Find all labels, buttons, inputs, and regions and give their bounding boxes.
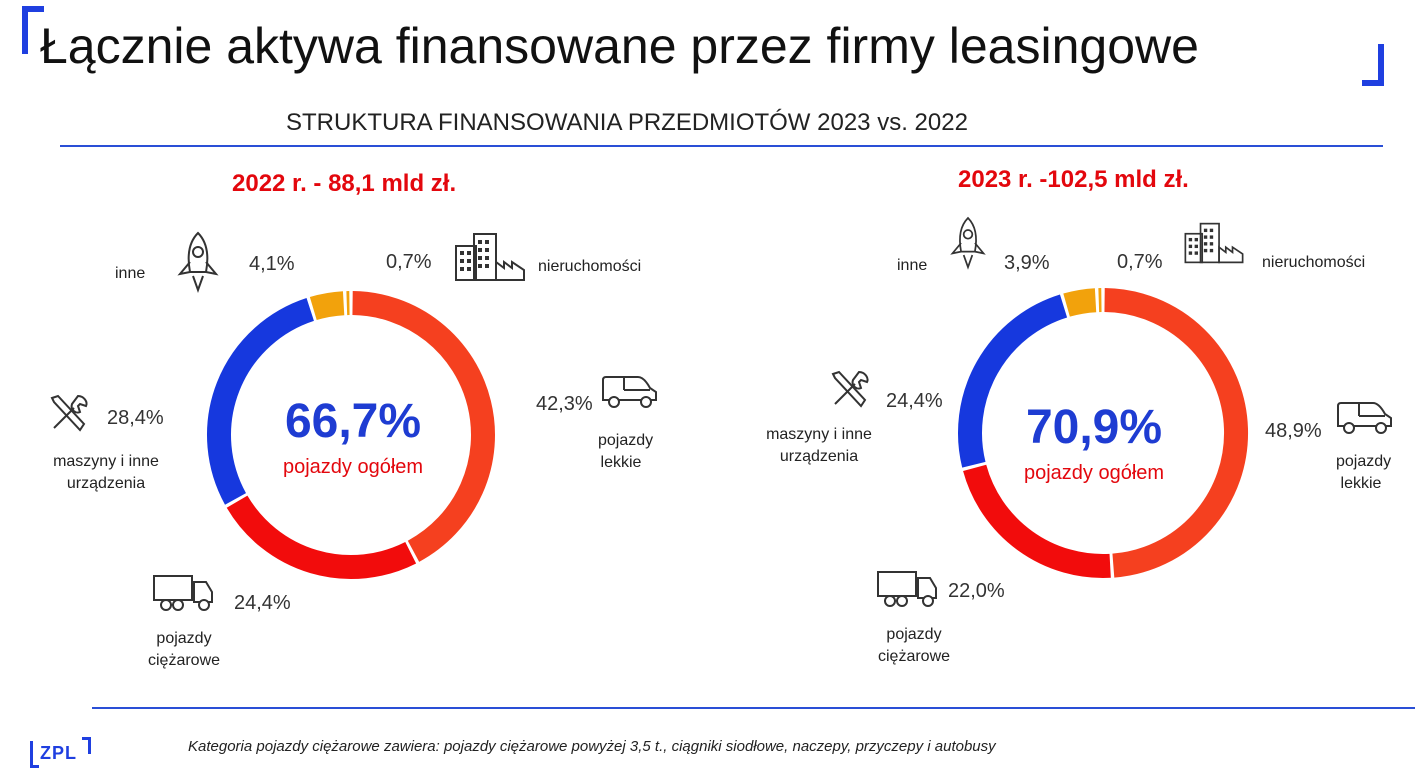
zpl-logo: ZPL: [30, 737, 94, 769]
title-bracket-left: [22, 6, 44, 54]
label-nieruchomosci-2022: nieruchomości: [538, 258, 642, 275]
label-nieruchomosci-2023: nieruchomości: [1262, 254, 1366, 271]
truck-icon: [877, 571, 937, 607]
pct-inne-2022: 4,1%: [249, 253, 295, 275]
center-label-2022: pojazdy ogółem: [282, 456, 424, 478]
center-label-2023: pojazdy ogółem: [1023, 462, 1165, 484]
segment-pojazdy-ciezarowe: [963, 464, 1111, 578]
pct-lekkie-2022: 42,3%: [536, 393, 593, 415]
car-icon: [602, 376, 657, 408]
logo-text: ZPL: [40, 743, 77, 763]
pct-nieruchomosci-2022: 0,7%: [386, 251, 432, 273]
label-lekkie-line1: pojazdy: [1336, 453, 1392, 470]
label-lekkie-line2: lekkie: [1340, 475, 1382, 492]
segment-inne: [309, 291, 345, 321]
label-maszyny-line2: urządzenia: [779, 448, 859, 465]
building-icon: [1184, 222, 1244, 264]
tools-icon: [831, 370, 869, 408]
pct-inne-2023: 3,9%: [1004, 252, 1050, 274]
segment-pojazdy-lekkie: [1104, 288, 1249, 578]
pct-nieruchomosci-2023: 0,7%: [1117, 251, 1163, 273]
label-lekkie-2023: pojazdy lekkie: [1336, 451, 1392, 495]
label-lekkie-line2: lekkie: [600, 454, 642, 471]
pct-ciezarowe-2023: 22,0%: [948, 580, 1005, 602]
pct-maszyny-2023: 24,4%: [886, 390, 943, 412]
page-title: Łącznie aktywa finansowane przez firmy l…: [40, 18, 1199, 74]
segment-pojazdy-ciezarowe: [226, 495, 417, 579]
title-bracket-right: [1362, 44, 1384, 86]
label-lekkie-2022: pojazdy lekkie: [598, 430, 654, 474]
rocket-icon: [950, 216, 986, 270]
pct-ciezarowe-2022: 24,4%: [234, 592, 291, 614]
label-maszyny-2022: maszyny i inne urządzenia: [38, 451, 174, 495]
label-ciezarowe-line2: ciężarowe: [147, 652, 221, 669]
pct-lekkie-2023: 48,9%: [1265, 420, 1322, 442]
label-ciezarowe-line1: pojazdy: [156, 630, 212, 647]
page-subtitle: STRUKTURA FINANSOWANIA PRZEDMIOTÓW 2023 …: [286, 109, 968, 136]
center-value-2022: 66,7%: [284, 395, 422, 448]
segment-maszyny: [207, 298, 315, 505]
label-inne-2023: inne: [897, 257, 928, 274]
panel-2022-title: 2022 r. - 88,1 mld zł.: [232, 170, 457, 197]
bottom-divider: [92, 707, 1415, 709]
label-ciezarowe-2022: pojazdy ciężarowe: [137, 628, 231, 672]
tools-icon: [50, 394, 88, 432]
segment-pojazdy-lekkie: [352, 291, 495, 562]
panel-2023-title: 2023 r. -102,5 mld zł.: [958, 166, 1189, 193]
segment-inne: [1063, 288, 1097, 317]
label-inne-2022: inne: [115, 265, 146, 282]
car-icon: [1337, 402, 1392, 434]
label-ciezarowe-line2: ciężarowe: [877, 648, 951, 665]
top-divider: [60, 145, 1383, 147]
label-maszyny-line2: urządzenia: [66, 475, 146, 492]
label-maszyny-2023: maszyny i inne urządzenia: [760, 424, 878, 468]
pct-maszyny-2022: 28,4%: [107, 407, 164, 429]
rocket-icon: [177, 231, 219, 293]
building-icon: [455, 233, 525, 281]
segment-maszyny: [958, 294, 1068, 468]
label-maszyny-line1: maszyny i inne: [53, 453, 159, 470]
label-ciezarowe-2023: pojazdy ciężarowe: [866, 624, 962, 668]
center-value-2023: 70,9%: [1025, 401, 1163, 454]
footnote: Kategoria pojazdy ciężarowe zawiera: poj…: [188, 738, 996, 755]
label-lekkie-line1: pojazdy: [598, 432, 654, 449]
donut-chart-2022: [207, 291, 495, 579]
label-ciezarowe-line1: pojazdy: [886, 626, 942, 643]
truck-icon: [153, 575, 213, 611]
label-maszyny-line1: maszyny i inne: [766, 426, 872, 443]
donut-chart-2023: [958, 288, 1249, 578]
